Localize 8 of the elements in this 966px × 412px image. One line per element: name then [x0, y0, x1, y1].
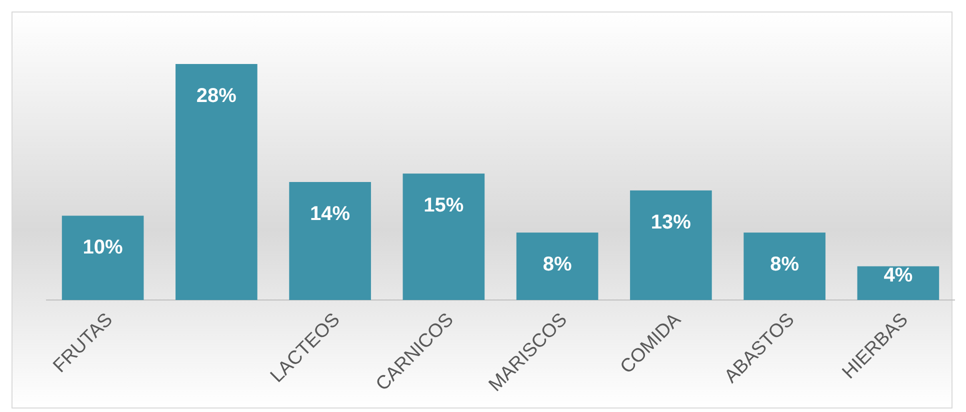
data-label: 10% [82, 236, 124, 259]
data-label: 4% [884, 264, 913, 286]
data-label: 14% [310, 203, 350, 225]
data-label: 8% [542, 254, 572, 276]
data-label: 15% [424, 194, 464, 217]
data-label: 28% [196, 85, 237, 107]
data-label: 8% [770, 254, 800, 276]
data-label: 13% [650, 211, 692, 234]
